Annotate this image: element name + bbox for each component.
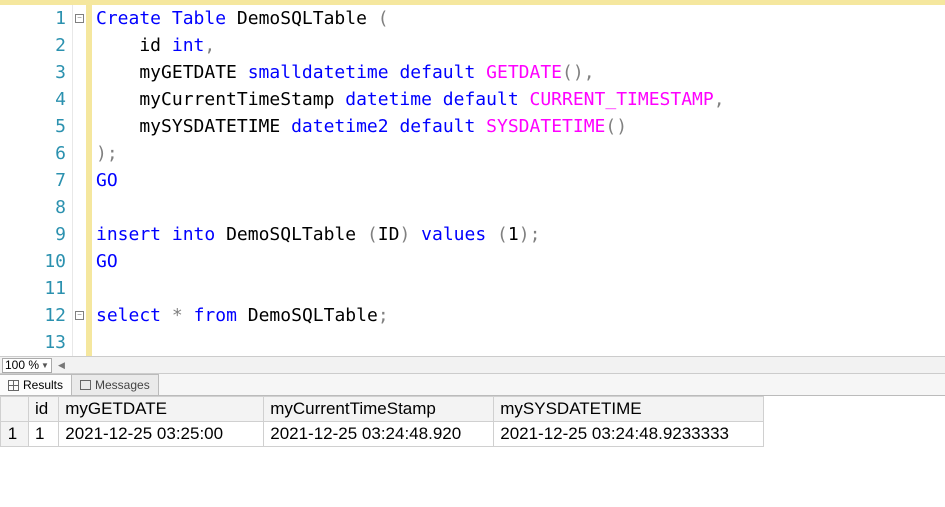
fold-column: −− <box>72 5 86 356</box>
line-number: 2 <box>0 32 72 59</box>
row-number: 1 <box>1 422 29 447</box>
zoom-combo[interactable]: 100 % ▼ <box>2 358 52 373</box>
line-number-gutter: 12345678910111213 <box>0 5 72 356</box>
code-area[interactable]: Create Table DemoSQLTable ( id int, myGE… <box>92 5 945 356</box>
line-number: 11 <box>0 275 72 302</box>
code-line[interactable]: ); <box>96 140 945 167</box>
fold-cell <box>73 275 86 302</box>
fold-cell <box>73 113 86 140</box>
code-line[interactable] <box>96 329 945 356</box>
col-header-mycurrenttimestamp[interactable]: myCurrentTimeStamp <box>264 397 494 422</box>
fold-cell <box>73 167 86 194</box>
grid-icon <box>8 380 19 391</box>
tab-messages-label: Messages <box>95 378 150 392</box>
line-number: 12 <box>0 302 72 329</box>
line-number: 10 <box>0 248 72 275</box>
line-number: 9 <box>0 221 72 248</box>
fold-cell <box>73 32 86 59</box>
fold-cell <box>73 329 86 356</box>
fold-cell: − <box>73 5 86 32</box>
code-line[interactable]: insert into DemoSQLTable (ID) values (1)… <box>96 221 945 248</box>
chevron-down-icon: ▼ <box>41 361 49 370</box>
code-line[interactable] <box>96 194 945 221</box>
tab-messages[interactable]: Messages <box>72 374 159 395</box>
line-number: 3 <box>0 59 72 86</box>
line-number: 8 <box>0 194 72 221</box>
zoom-value: 100 % <box>5 358 39 372</box>
code-line[interactable]: GO <box>96 248 945 275</box>
line-number: 5 <box>0 113 72 140</box>
fold-cell: − <box>73 302 86 329</box>
results-tabs: Results Messages <box>0 374 945 396</box>
line-number: 1 <box>0 5 72 32</box>
code-line[interactable]: myCurrentTimeStamp datetime default CURR… <box>96 86 945 113</box>
code-line[interactable] <box>96 275 945 302</box>
fold-toggle-icon[interactable]: − <box>75 311 84 320</box>
messages-icon <box>80 380 91 390</box>
fold-cell <box>73 248 86 275</box>
line-number: 4 <box>0 86 72 113</box>
fold-cell <box>73 140 86 167</box>
code-line[interactable]: select * from DemoSQLTable; <box>96 302 945 329</box>
code-line[interactable]: mySYSDATETIME datetime2 default SYSDATET… <box>96 113 945 140</box>
col-header-mygetdate[interactable]: myGETDATE <box>59 397 264 422</box>
fold-cell <box>73 221 86 248</box>
line-number: 13 <box>0 329 72 356</box>
horizontal-scroll-left-icon[interactable]: ◀ <box>58 360 65 371</box>
col-header-mysysdatetime[interactable]: mySYSDATETIME <box>494 397 764 422</box>
rownum-header <box>1 397 29 422</box>
sql-editor: 12345678910111213 −− Create Table DemoSQ… <box>0 0 945 356</box>
tab-results[interactable]: Results <box>0 374 72 395</box>
code-line[interactable]: GO <box>96 167 945 194</box>
line-number: 6 <box>0 140 72 167</box>
fold-toggle-icon[interactable]: − <box>75 14 84 23</box>
zoom-bar: 100 % ▼ ◀ <box>0 356 945 374</box>
fold-cell <box>73 194 86 221</box>
col-header-id[interactable]: id <box>29 397 59 422</box>
table-row[interactable]: 112021-12-25 03:25:002021-12-25 03:24:48… <box>1 422 764 447</box>
fold-cell <box>73 59 86 86</box>
results-table: id myGETDATE myCurrentTimeStamp mySYSDAT… <box>0 396 764 447</box>
cell[interactable]: 2021-12-25 03:24:48.9233333 <box>494 422 764 447</box>
tab-results-label: Results <box>23 378 63 392</box>
line-number: 7 <box>0 167 72 194</box>
code-line[interactable]: Create Table DemoSQLTable ( <box>96 5 945 32</box>
results-grid[interactable]: id myGETDATE myCurrentTimeStamp mySYSDAT… <box>0 396 945 507</box>
code-line[interactable]: id int, <box>96 32 945 59</box>
fold-cell <box>73 86 86 113</box>
cell[interactable]: 2021-12-25 03:24:48.920 <box>264 422 494 447</box>
header-row: id myGETDATE myCurrentTimeStamp mySYSDAT… <box>1 397 764 422</box>
code-line[interactable]: myGETDATE smalldatetime default GETDATE(… <box>96 59 945 86</box>
cell[interactable]: 1 <box>29 422 59 447</box>
cell[interactable]: 2021-12-25 03:25:00 <box>59 422 264 447</box>
